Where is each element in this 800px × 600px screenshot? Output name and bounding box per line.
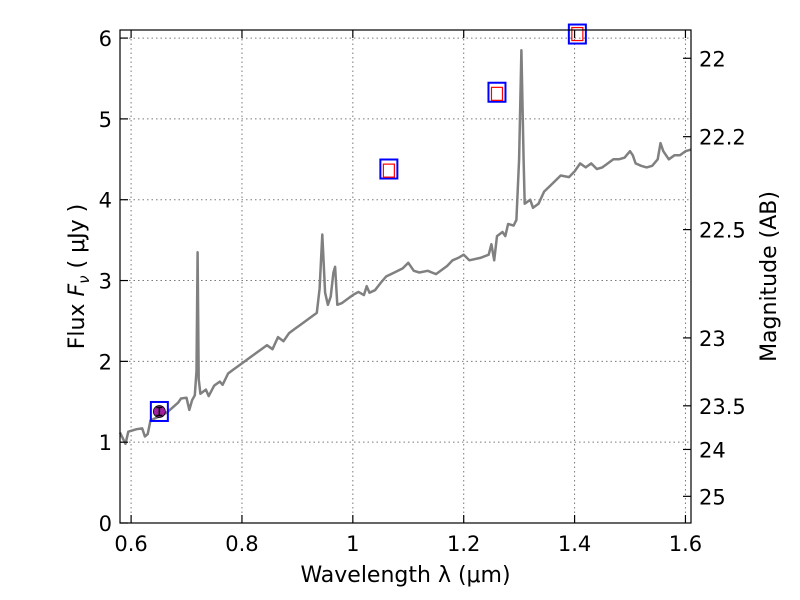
y-axis-label-subscript: ν — [75, 275, 93, 283]
x-tick-label: 1 — [346, 532, 359, 556]
spectrum-line — [118, 48, 692, 446]
y2-tick-label: 23 — [699, 327, 726, 351]
y-axis-label-prefix: Flux — [65, 296, 90, 349]
grid-lines — [120, 30, 691, 524]
axis-ticks — [120, 30, 691, 524]
model-square-marker — [382, 163, 395, 178]
y-tick-label: 0 — [99, 512, 112, 536]
y-axis-label-symbol: F — [65, 283, 90, 296]
y2-tick-label: 24 — [699, 438, 726, 462]
model-square-marker — [571, 26, 584, 42]
x-axis-label: Wavelength λ (μm) — [300, 563, 510, 588]
photometry-square-marker — [149, 400, 169, 422]
y2-axis-label: Magnitude (AB) — [757, 191, 782, 362]
y-tick-label: 2 — [99, 350, 112, 374]
tick-labels: 0.6 0.8 1 1.2 1.4 1.601234562222.222.52323.52… — [99, 27, 746, 556]
y-tick-label: 4 — [99, 189, 112, 213]
x-tick-label: 1.4 — [558, 532, 591, 556]
photometry-square-marker — [379, 158, 399, 180]
x-tick-label: 1.2 — [447, 532, 480, 556]
y-tick-label: 5 — [99, 108, 112, 132]
y-tick-label: 1 — [99, 431, 112, 455]
x-tick-label: 1.6 — [669, 532, 702, 556]
x-tick-label: 0.8 — [225, 532, 258, 556]
y2-tick-label: 23.5 — [699, 395, 746, 419]
photometry-square-marker — [487, 81, 507, 103]
y-axis-label: Flux Fν ( μJy ) — [65, 204, 93, 349]
y2-tick-label: 22 — [699, 47, 726, 71]
photometry-square-marker — [567, 23, 587, 45]
plot-series — [118, 48, 692, 446]
model-square-marker — [490, 86, 504, 101]
y2-tick-label: 22.2 — [699, 126, 746, 150]
y-tick-label: 6 — [99, 27, 112, 51]
y-tick-label: 3 — [99, 270, 112, 294]
plot-frame — [119, 29, 692, 524]
y2-tick-label: 22.5 — [699, 219, 746, 243]
y2-tick-label: 25 — [699, 485, 726, 509]
y-axis-label-suffix: ( μJy ) — [65, 204, 90, 276]
x-tick-label: 0.6 — [114, 532, 147, 556]
plot-markers — [149, 23, 587, 422]
